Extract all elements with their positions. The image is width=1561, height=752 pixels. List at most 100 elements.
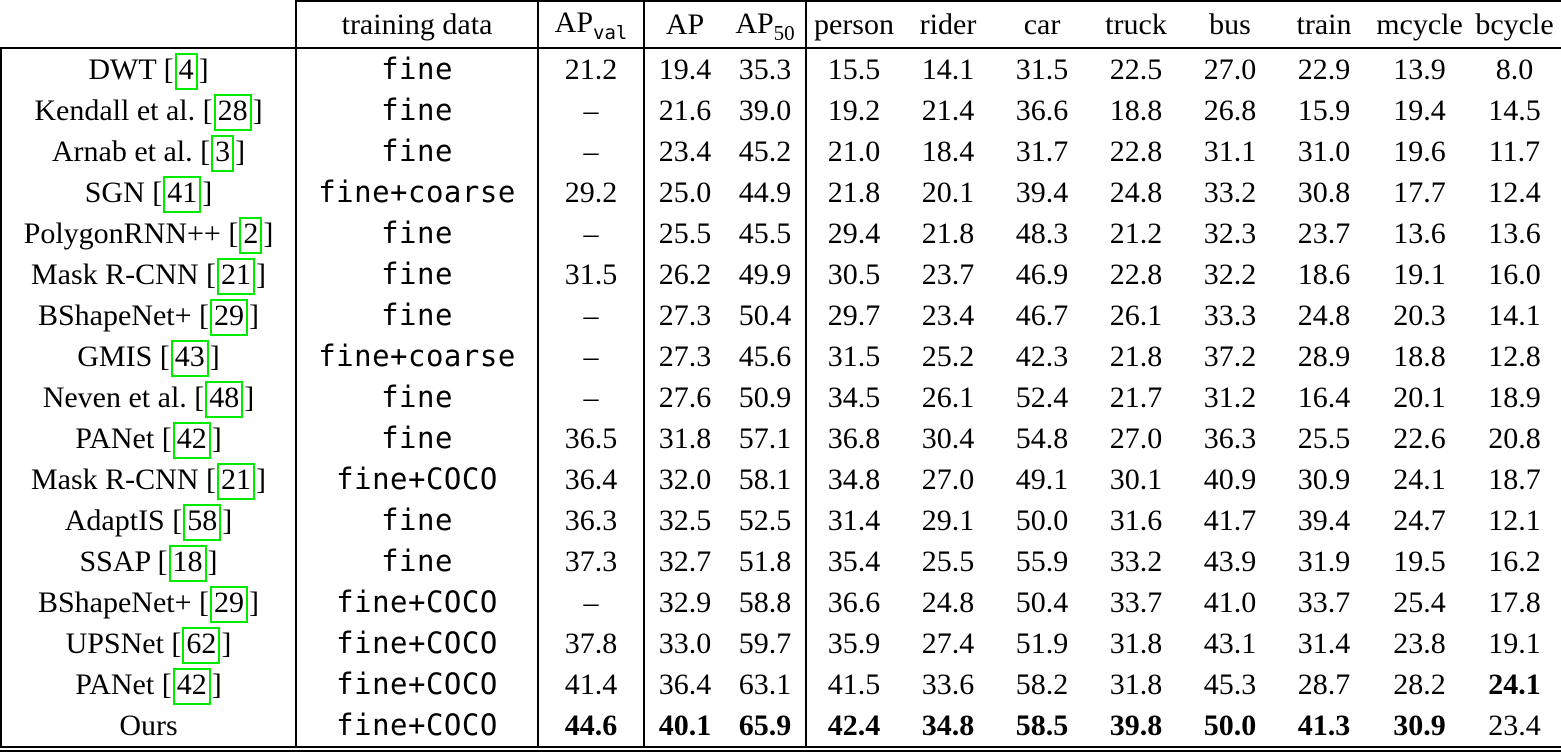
ap50-cell: 35.3 bbox=[725, 48, 807, 90]
ap50-cell: 49.9 bbox=[725, 254, 807, 295]
table-row: Mask R-CNN [21] fine 31.5 26.2 49.9 30.5 23.7 4… bbox=[0, 254, 1561, 295]
class-score-cell-train: 15.9 bbox=[1297, 94, 1351, 127]
class-score-cell-mcycle: 30.9 bbox=[1371, 705, 1468, 748]
class-score-cell-bcycle: 14.5 bbox=[1468, 90, 1561, 131]
ap-val-cell: 36.5 bbox=[538, 418, 645, 459]
class-score-cell-bcycle: 14.1 bbox=[1468, 295, 1561, 336]
class-score-cell-bus: 40.9 bbox=[1203, 463, 1257, 496]
ap-val-column-header: APval bbox=[538, 0, 645, 49]
method-cell: PolygonRNN++ [2] bbox=[0, 213, 297, 254]
class-score-cell-truck: 27.0 bbox=[1109, 422, 1163, 455]
class-score-cell-train: 33.7 bbox=[1297, 586, 1351, 619]
class-score-cell-mcycle: 28.2 bbox=[1393, 668, 1446, 701]
ap-val-cell: 36.4 bbox=[538, 459, 645, 500]
ap-cell: 27.6 bbox=[658, 381, 712, 414]
class-score-cell-car: 46.7 bbox=[1015, 299, 1069, 332]
class-score-cell-car: 58.5 bbox=[995, 705, 1089, 748]
class-score-cell-truck: 22.8 bbox=[1109, 135, 1163, 168]
method-name: Arnab et al. bbox=[51, 135, 193, 168]
table-row: Mask R-CNN [21] fine+COCO 36.4 32.0 58.1 34.8… bbox=[0, 459, 1561, 500]
class-score-cell-truck: 22.5 bbox=[1109, 53, 1163, 86]
table-row: PANet [42] fine+COCO 41.4 36.4 63.1 41.5 33.6 5… bbox=[0, 664, 1561, 705]
method-cell: PANet [42] bbox=[0, 418, 297, 459]
training-data-cell: fine bbox=[296, 418, 539, 459]
citation-link[interactable]: 29 bbox=[210, 586, 249, 623]
class-score-cell-person: 19.2 bbox=[827, 94, 881, 127]
class-score-cell-train: 30.9 bbox=[1297, 463, 1351, 496]
class-score-cell-train: 41.3 bbox=[1277, 705, 1371, 748]
class-score-cell-person: 34.5 bbox=[827, 381, 881, 414]
class-score-cell-mcycle: 22.6 bbox=[1393, 422, 1446, 455]
class-score-cell-car: 58.2 bbox=[1015, 668, 1069, 701]
citation-link[interactable]: 4 bbox=[174, 53, 198, 90]
class-score-cell-train: 30.8 bbox=[1297, 176, 1351, 209]
class-score-cell-rider: 26.1 bbox=[921, 381, 975, 414]
ap50-cell: 57.1 bbox=[725, 418, 807, 459]
class-score-cell-person: 31.4 bbox=[827, 504, 881, 537]
ap50-cell: 39.0 bbox=[725, 90, 807, 131]
citation-link[interactable]: 42 bbox=[172, 668, 211, 705]
class-score-cell-train: 16.4 bbox=[1297, 381, 1351, 414]
citation-link[interactable]: 21 bbox=[217, 463, 255, 500]
citation-link[interactable]: 29 bbox=[210, 299, 249, 336]
method-name: Neven et al. bbox=[42, 381, 187, 414]
citation-link[interactable]: 43 bbox=[170, 340, 209, 377]
class-score-cell-person: 42.4 bbox=[806, 705, 901, 748]
table-body: DWT [4] fine 21.2 19.4 35.3 15.5 14.1 31.5 22.5 2… bbox=[0, 48, 1561, 748]
class-score-cell-car: 31.5 bbox=[1015, 53, 1069, 86]
method-cell: Neven et al. [48] bbox=[0, 377, 297, 418]
method-name: Kendall et al. bbox=[34, 94, 196, 127]
method-name: UPSNet bbox=[65, 627, 164, 660]
citation-link[interactable]: 42 bbox=[172, 422, 211, 459]
class-score-cell-person: 29.4 bbox=[827, 217, 881, 250]
training-data-cell: fine+COCO bbox=[296, 705, 539, 748]
training-data-column-header: training data bbox=[296, 0, 539, 49]
ap50-cell: 44.9 bbox=[725, 172, 807, 213]
ap-cell: 27.3 bbox=[658, 299, 712, 332]
ap50-cell: 45.5 bbox=[725, 213, 807, 254]
training-data-cell: fine bbox=[296, 377, 539, 418]
training-data-cell: fine+COCO bbox=[296, 582, 539, 623]
citation-link[interactable]: 48 bbox=[205, 381, 244, 418]
class-score-cell-person: 36.8 bbox=[827, 422, 881, 455]
citation-link[interactable]: 3 bbox=[211, 135, 235, 172]
training-data-cell: fine+COCO bbox=[296, 623, 539, 664]
class-score-cell-mcycle: 19.5 bbox=[1393, 545, 1446, 578]
class-score-cell-bus: 41.7 bbox=[1203, 504, 1257, 537]
class-column-header-truck: truck bbox=[1089, 0, 1183, 49]
ap-val-cell: – bbox=[538, 582, 645, 623]
citation-link[interactable]: 18 bbox=[168, 545, 207, 582]
class-score-cell-mcycle: 20.3 bbox=[1393, 299, 1446, 332]
citation-link[interactable]: 21 bbox=[217, 258, 255, 295]
table-row: SGN [41] fine+coarse 29.2 25.0 44.9 21.8 20.1 3… bbox=[0, 172, 1561, 213]
ap-val-cell: 37.8 bbox=[538, 623, 645, 664]
class-score-cell-mcycle: 13.6 bbox=[1393, 217, 1446, 250]
table-row: PANet [42] fine 36.5 31.8 57.1 36.8 30.4 54.8 27… bbox=[0, 418, 1561, 459]
method-name: Ours bbox=[119, 709, 178, 742]
ap-val-cell: 36.3 bbox=[538, 500, 645, 541]
table-row: BShapeNet+ [29] fine+COCO –32.9 58.8 36.6 24.… bbox=[0, 582, 1561, 623]
method-cell: Kendall et al. [28] bbox=[0, 90, 297, 131]
class-score-cell-rider: 30.4 bbox=[921, 422, 975, 455]
citation-link[interactable]: 2 bbox=[239, 217, 263, 254]
class-score-cell-rider: 24.8 bbox=[921, 586, 975, 619]
training-data-cell: fine bbox=[296, 131, 539, 172]
ap-cell: 33.0 bbox=[658, 627, 712, 660]
header-row: training data APval AP AP50 person rider… bbox=[1, 0, 1561, 49]
class-score-cell-bus: 31.2 bbox=[1203, 381, 1257, 414]
class-column-header-mcycle: mcycle bbox=[1371, 0, 1468, 49]
class-score-cell-mcycle: 25.4 bbox=[1393, 586, 1446, 619]
method-name: AdaptIS bbox=[64, 504, 165, 537]
citation-link[interactable]: 41 bbox=[163, 176, 202, 213]
training-data-cell: fine bbox=[296, 48, 539, 90]
method-name: PolygonRNN++ bbox=[23, 217, 221, 250]
class-score-cell-car: 54.8 bbox=[1015, 422, 1069, 455]
table-row: SSAP [18] fine 37.3 32.7 51.8 35.4 25.5 55.9 33.… bbox=[0, 541, 1561, 582]
ap-val-label: AP bbox=[554, 6, 594, 39]
class-score-cell-bcycle: 23.4 bbox=[1468, 705, 1561, 748]
class-score-cell-bus: 31.1 bbox=[1203, 135, 1257, 168]
citation-link[interactable]: 58 bbox=[183, 504, 222, 541]
citation-link[interactable]: 62 bbox=[182, 627, 221, 664]
class-score-cell-train: 31.4 bbox=[1297, 627, 1351, 660]
citation-link[interactable]: 28 bbox=[213, 94, 252, 131]
